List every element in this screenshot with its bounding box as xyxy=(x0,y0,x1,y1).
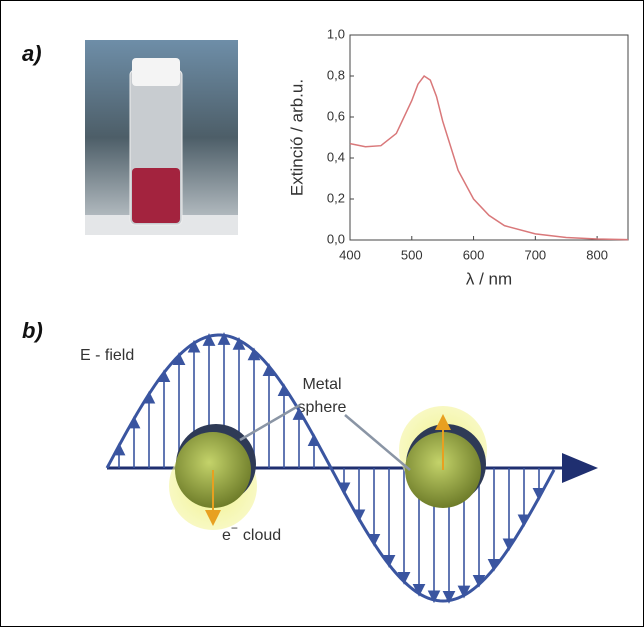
x-tick-label: 500 xyxy=(401,247,423,262)
x-tick-label: 600 xyxy=(463,247,485,262)
panel-label: b) xyxy=(22,318,43,343)
sphere-label: Metal xyxy=(302,376,341,393)
pointer xyxy=(240,405,300,440)
y-tick-label: 1,0 xyxy=(327,26,345,41)
x-tick-label: 400 xyxy=(339,247,361,262)
sphere-label: sphere xyxy=(298,399,347,416)
spectrum-line xyxy=(350,76,628,240)
vial-photo xyxy=(85,40,238,235)
cloud-text: cloud xyxy=(243,527,281,544)
y-tick-label: 0,6 xyxy=(327,108,345,123)
y-tick-label: 0,8 xyxy=(327,67,345,82)
y-axis-title: Extinció / arb.u. xyxy=(287,79,306,196)
panel-label: a) xyxy=(22,41,42,66)
figure: a) b) 0,0 0,2 0,4 0,6 0,8 1,0 400 500 600 700 800 λ… xyxy=(0,0,644,627)
y-tick-label: 0,4 xyxy=(327,149,345,164)
field-label: E - field xyxy=(80,347,134,364)
y-tick-label: 0,0 xyxy=(327,231,345,246)
x-tick-label: 800 xyxy=(586,247,608,262)
x-tick-label: 700 xyxy=(524,247,546,262)
x-axis-title: λ / nm xyxy=(466,269,512,288)
cloud-symbol: e xyxy=(222,527,231,544)
y-tick-label: 0,2 xyxy=(327,190,345,205)
